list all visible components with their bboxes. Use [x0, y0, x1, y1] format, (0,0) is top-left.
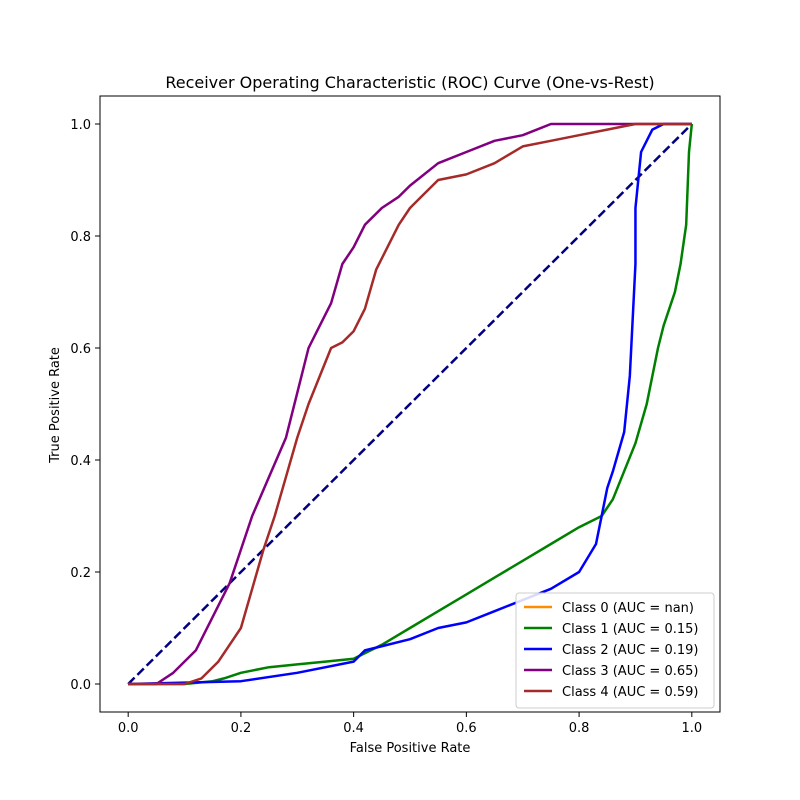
- x-tick-label: 1.0: [681, 721, 702, 736]
- x-tick-label: 0.2: [231, 721, 252, 736]
- x-axis-ticks: 0.0 0.2 0.4 0.6 0.8 1.0: [118, 712, 702, 736]
- legend-label-class-0: Class 0 (AUC = nan): [562, 601, 694, 616]
- y-axis-ticks: 0.0 0.2 0.4 0.6 0.8 1.0: [70, 118, 100, 693]
- series-line-class-2: [128, 122, 692, 686]
- x-axis-label: False Positive Rate: [350, 741, 471, 756]
- legend-label-class-1: Class 1 (AUC = 0.15): [562, 622, 698, 637]
- x-tick-label: 0.6: [456, 721, 477, 736]
- x-tick-label: 0.8: [569, 721, 590, 736]
- y-tick-label: 0.8: [70, 230, 91, 245]
- series-line-class-4: [128, 122, 692, 686]
- x-tick-label: 0.4: [343, 721, 364, 736]
- legend-box: [515, 592, 715, 709]
- x-tick-label: 0.0: [118, 721, 139, 736]
- y-tick-label: 0.4: [70, 454, 91, 469]
- y-tick-label: 0.2: [70, 566, 91, 581]
- y-axis-label: True Positive Rate: [48, 347, 63, 464]
- legend-label-class-3: Class 3 (AUC = 0.65): [562, 664, 698, 679]
- reference-diagonal-line: [127, 123, 693, 685]
- chart-title: Receiver Operating Characteristic (ROC) …: [165, 73, 654, 92]
- legend-label-class-4: Class 4 (AUC = 0.59): [562, 685, 698, 700]
- y-tick-label: 1.0: [70, 118, 91, 133]
- series-line-class-3: [128, 122, 692, 686]
- y-tick-label: 0.6: [70, 342, 91, 357]
- series-line-class-1: [128, 123, 694, 686]
- axes-frame: [99, 95, 721, 713]
- legend-label-class-2: Class 2 (AUC = 0.19): [562, 643, 698, 658]
- legend: Class 0 (AUC = nan) Class 1 (AUC = 0.15) C…: [515, 592, 715, 709]
- plot-area: [99, 95, 721, 713]
- y-tick-label: 0.0: [70, 678, 91, 693]
